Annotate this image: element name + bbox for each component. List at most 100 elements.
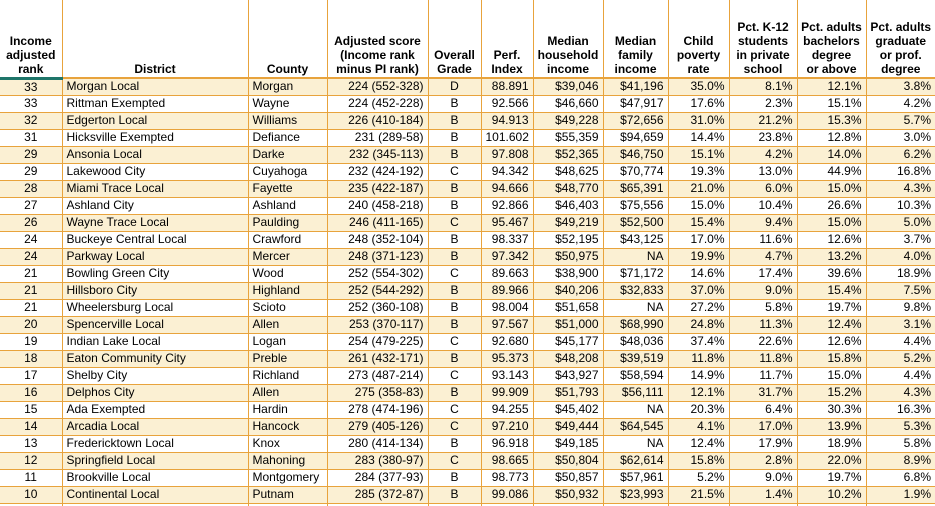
cell-county[interactable]: Darke	[247, 145, 328, 164]
cell-rank[interactable]: 28	[0, 179, 63, 198]
cell-median-household-income[interactable]: $51,658	[532, 298, 604, 317]
cell-county[interactable]: Montgomery	[247, 468, 328, 487]
cell-district[interactable]: Springfield Local	[61, 451, 249, 470]
cell-pct-private-school[interactable]: 22.6%	[728, 332, 798, 351]
cell-child-poverty-rate[interactable]: 15.8%	[667, 451, 730, 470]
cell-adjusted-score[interactable]: 248 (371-123)	[326, 247, 429, 266]
cell-rank[interactable]: 13	[0, 434, 63, 453]
cell-child-poverty-rate[interactable]: 37.4%	[667, 332, 730, 351]
cell-overall-grade[interactable]: C	[427, 417, 482, 436]
cell-pct-bachelors[interactable]: 15.1%	[796, 94, 867, 113]
column-header-rank[interactable]: Income adjusted rank	[0, 0, 63, 80]
cell-median-household-income[interactable]: $45,402	[532, 400, 604, 419]
cell-pct-private-school[interactable]: 5.8%	[728, 298, 798, 317]
cell-pct-bachelors[interactable]: 15.0%	[796, 366, 867, 385]
cell-pct-bachelors[interactable]: 44.9%	[796, 162, 867, 181]
cell-pct-private-school[interactable]: 9.4%	[728, 213, 798, 232]
cell-perf-index[interactable]: 93.143	[480, 366, 534, 385]
cell-adjusted-score[interactable]: 224 (452-228)	[326, 94, 429, 113]
cell-pct-private-school[interactable]: 1.4%	[728, 485, 798, 504]
cell-perf-index[interactable]: 96.918	[480, 434, 534, 453]
cell-perf-index[interactable]: 98.004	[480, 298, 534, 317]
column-header-pct-graduate[interactable]: Pct. adults graduate or prof. degree	[865, 0, 935, 79]
cell-district[interactable]: Arcadia Local	[61, 417, 249, 436]
cell-county[interactable]: Morgan	[247, 77, 328, 96]
cell-perf-index[interactable]: 92.680	[480, 332, 534, 351]
cell-district[interactable]: Spencerville Local	[61, 315, 249, 334]
cell-overall-grade[interactable]: B	[427, 111, 482, 130]
cell-child-poverty-rate[interactable]: 11.8%	[667, 349, 730, 368]
cell-child-poverty-rate[interactable]: 17.6%	[667, 94, 730, 113]
cell-perf-index[interactable]: 95.373	[480, 349, 534, 368]
cell-adjusted-score[interactable]: 224 (552-328)	[326, 77, 429, 96]
cell-pct-bachelors[interactable]: 14.0%	[796, 145, 867, 164]
cell-rank[interactable]: 31	[0, 128, 63, 147]
cell-overall-grade[interactable]: B	[427, 298, 482, 317]
cell-county[interactable]: Allen	[247, 315, 328, 334]
cell-adjusted-score[interactable]: 279 (405-126)	[326, 417, 429, 436]
cell-pct-graduate[interactable]: 16.3%	[865, 400, 935, 419]
cell-county[interactable]: Preble	[247, 349, 328, 368]
cell-district[interactable]: Brookville Local	[61, 468, 249, 487]
cell-county[interactable]: Richland	[247, 366, 328, 385]
cell-pct-private-school[interactable]: 11.8%	[728, 349, 798, 368]
cell-overall-grade[interactable]: C	[427, 264, 482, 283]
cell-pct-graduate[interactable]: 4.3%	[865, 179, 935, 198]
cell-median-family-income[interactable]: $32,833	[602, 281, 669, 300]
cell-county[interactable]: Mercer	[247, 247, 328, 266]
cell-median-family-income[interactable]: $71,172	[602, 264, 669, 283]
cell-rank[interactable]: 15	[0, 400, 63, 419]
cell-perf-index[interactable]: 88.891	[480, 77, 534, 96]
cell-median-household-income[interactable]: $49,219	[532, 213, 604, 232]
cell-district[interactable]: Wheelersburg Local	[61, 298, 249, 317]
cell-overall-grade[interactable]: C	[427, 400, 482, 419]
cell-median-family-income[interactable]: $70,774	[602, 162, 669, 181]
cell-county[interactable]: Scioto	[247, 298, 328, 317]
cell-child-poverty-rate[interactable]: 20.3%	[667, 400, 730, 419]
cell-rank[interactable]: 24	[0, 230, 63, 249]
cell-rank[interactable]: 33	[0, 94, 63, 113]
cell-pct-bachelors[interactable]: 12.4%	[796, 315, 867, 334]
cell-pct-graduate[interactable]: 5.8%	[865, 434, 935, 453]
cell-pct-graduate[interactable]: 4.0%	[865, 247, 935, 266]
cell-pct-private-school[interactable]: 17.9%	[728, 434, 798, 453]
cell-child-poverty-rate[interactable]: 37.0%	[667, 281, 730, 300]
cell-pct-graduate[interactable]: 7.5%	[865, 281, 935, 300]
cell-pct-graduate[interactable]: 5.0%	[865, 213, 935, 232]
cell-median-household-income[interactable]: $50,932	[532, 485, 604, 504]
cell-median-household-income[interactable]: $51,793	[532, 383, 604, 402]
cell-overall-grade[interactable]: B	[427, 281, 482, 300]
cell-overall-grade[interactable]: B	[427, 315, 482, 334]
column-header-county[interactable]: County	[247, 0, 328, 79]
cell-pct-bachelors[interactable]: 12.1%	[796, 77, 867, 96]
cell-child-poverty-rate[interactable]: 21.5%	[667, 485, 730, 504]
cell-pct-bachelors[interactable]: 10.2%	[796, 485, 867, 504]
cell-child-poverty-rate[interactable]: 15.1%	[667, 145, 730, 164]
cell-county[interactable]: Paulding	[247, 213, 328, 232]
cell-child-poverty-rate[interactable]: 5.2%	[667, 468, 730, 487]
cell-perf-index[interactable]: 98.337	[480, 230, 534, 249]
cell-median-family-income[interactable]: $52,500	[602, 213, 669, 232]
cell-perf-index[interactable]: 89.663	[480, 264, 534, 283]
cell-district[interactable]: Hillsboro City	[61, 281, 249, 300]
cell-adjusted-score[interactable]: 278 (474-196)	[326, 400, 429, 419]
cell-pct-graduate[interactable]: 3.0%	[865, 128, 935, 147]
cell-county[interactable]: Wayne	[247, 94, 328, 113]
cell-median-household-income[interactable]: $38,900	[532, 264, 604, 283]
cell-pct-private-school[interactable]: 11.7%	[728, 366, 798, 385]
cell-rank[interactable]: 21	[0, 298, 63, 317]
cell-median-household-income[interactable]: $50,975	[532, 247, 604, 266]
cell-adjusted-score[interactable]: 240 (458-218)	[326, 196, 429, 215]
cell-county[interactable]: Logan	[247, 332, 328, 351]
cell-adjusted-score[interactable]: 254 (479-225)	[326, 332, 429, 351]
cell-pct-bachelors[interactable]: 12.8%	[796, 128, 867, 147]
cell-adjusted-score[interactable]: 283 (380-97)	[326, 451, 429, 470]
column-header-pct-private-school[interactable]: Pct. K-12 students in private school	[728, 0, 798, 79]
cell-overall-grade[interactable]: B	[427, 94, 482, 113]
cell-overall-grade[interactable]: C	[427, 366, 482, 385]
cell-perf-index[interactable]: 97.808	[480, 145, 534, 164]
cell-median-family-income[interactable]: $65,391	[602, 179, 669, 198]
cell-pct-graduate[interactable]: 5.3%	[865, 417, 935, 436]
cell-rank[interactable]: 17	[0, 366, 63, 385]
cell-rank[interactable]: 21	[0, 264, 63, 283]
